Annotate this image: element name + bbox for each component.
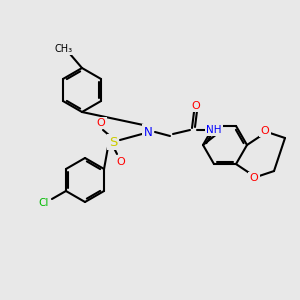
Text: S: S xyxy=(109,136,117,148)
Text: O: O xyxy=(261,126,269,136)
Text: CH₃: CH₃ xyxy=(55,44,73,54)
Text: NH: NH xyxy=(206,125,222,135)
Text: O: O xyxy=(192,101,200,111)
Text: O: O xyxy=(250,173,258,183)
Text: O: O xyxy=(97,118,105,128)
Text: Cl: Cl xyxy=(39,198,49,208)
Text: N: N xyxy=(144,125,152,139)
Text: O: O xyxy=(117,157,125,167)
